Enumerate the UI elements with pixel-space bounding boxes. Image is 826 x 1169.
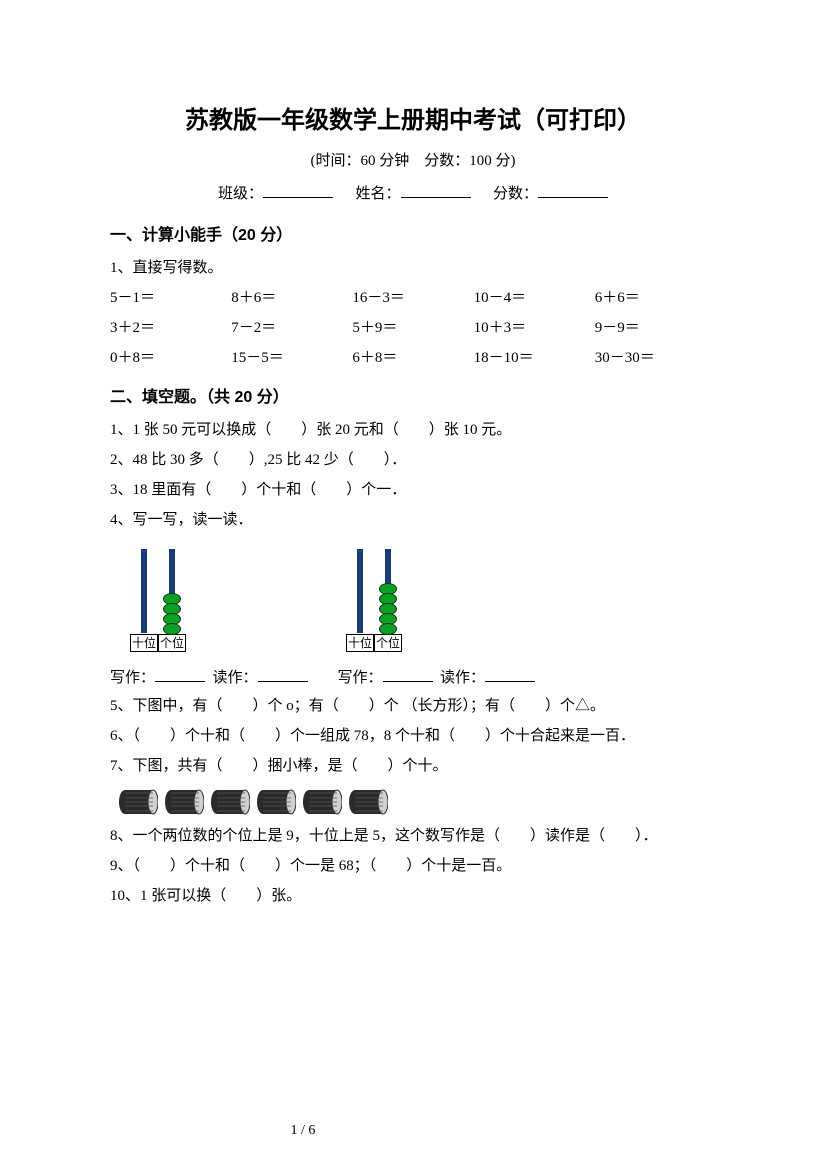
- name-blank[interactable]: [401, 182, 471, 198]
- s2-q4: 4、写一写，读一读．: [110, 505, 716, 535]
- s2-q10: 10、1 张可以换（ ）张。: [110, 881, 716, 911]
- read-label-2: 读作：: [440, 670, 485, 686]
- score-blank[interactable]: [538, 182, 608, 198]
- calc-cell: 6＋6＝: [595, 283, 716, 313]
- calc-cell: 8＋6＝: [231, 283, 352, 313]
- score-label: 分数：: [493, 186, 538, 202]
- read-label-1: 读作：: [213, 670, 258, 686]
- calc-cell: 9－9＝: [595, 313, 716, 343]
- info-line: 班级： 姓名： 分数：: [110, 182, 716, 203]
- s2-q3: 3、18 里面有（ ）个十和（ ）个一．: [110, 475, 716, 505]
- s2-q5: 5、下图中，有（ ）个 o；有（ ）个 （长方形）；有（ ）个△。: [110, 691, 716, 721]
- calc-cell: 15－5＝: [231, 343, 352, 373]
- ones-label: 个位: [158, 634, 186, 652]
- page-number: 1 / 6: [0, 1123, 716, 1139]
- read-blank-2[interactable]: [485, 668, 535, 682]
- s1-q1-label: 1、直接写得数。: [110, 253, 716, 283]
- write-blank-2[interactable]: [383, 668, 433, 682]
- calc-cell: 30－30＝: [595, 343, 716, 373]
- class-label: 班级：: [218, 186, 263, 202]
- abacus1-tens-rod: [141, 549, 147, 633]
- calc-cell: 18－10＝: [474, 343, 595, 373]
- ones-label: 个位: [374, 634, 402, 652]
- s2-q1: 1、1 张 50 元可以换成（ ）张 20 元和（ ）张 10 元。: [110, 415, 716, 445]
- calc-grid: 5－1＝8＋6＝16－3＝10－4＝6＋6＝ 3＋2＝7－2＝5＋9＝10＋3＝9…: [110, 283, 716, 373]
- s2-q9: 9、（ ）个十和（ ）个一是 68；（ ）个十是一百。: [110, 851, 716, 881]
- name-label: 姓名：: [355, 186, 400, 202]
- class-blank[interactable]: [263, 182, 333, 198]
- stick-bundle-icon: [118, 789, 158, 815]
- abacus2-tens-rod: [357, 549, 363, 633]
- write-blank-1[interactable]: [155, 668, 205, 682]
- s2-q6: 6、（ ）个十和（ ）个一组成 78，8 个十和（ ）个十合起来是一百．: [110, 721, 716, 751]
- stick-bundle-icon: [302, 789, 342, 815]
- stick-bundle-icon: [210, 789, 250, 815]
- write-label-1: 写作：: [110, 670, 155, 686]
- calc-cell: 5＋9＝: [352, 313, 473, 343]
- stick-bundles: [118, 789, 716, 815]
- section2-head: 二、填空题。（共 20 分）: [110, 383, 716, 407]
- abacus-row: 十位 个位 十位 个位: [130, 549, 716, 652]
- exam-title: 苏教版一年级数学上册期中考试（可打印）: [110, 100, 716, 135]
- calc-cell: 6＋8＝: [352, 343, 473, 373]
- stick-bundle-icon: [348, 789, 388, 815]
- calc-cell: 10－4＝: [474, 283, 595, 313]
- s2-q8: 8、一个两位数的个位上是 9，十位上是 5，这个数写作是（ ）读作是（ ）．: [110, 821, 716, 851]
- abacus-1: 十位 个位: [130, 549, 186, 652]
- abacus2-ones-rod: [385, 549, 391, 633]
- write-read-row: 写作： 读作： 写作： 读作：: [110, 666, 716, 687]
- stick-bundle-icon: [256, 789, 296, 815]
- calc-cell: 10＋3＝: [474, 313, 595, 343]
- write-label-2: 写作：: [338, 670, 383, 686]
- calc-cell: 3＋2＝: [110, 313, 231, 343]
- stick-bundle-icon: [164, 789, 204, 815]
- read-blank-1[interactable]: [258, 668, 308, 682]
- calc-cell: 7－2＝: [231, 313, 352, 343]
- calc-cell: 5－1＝: [110, 283, 231, 313]
- abacus1-ones-rod: [169, 549, 175, 633]
- s2-q2: 2、48 比 30 多（ ）,25 比 42 少（ ）．: [110, 445, 716, 475]
- section1-head: 一、计算小能手（20 分）: [110, 221, 716, 245]
- tens-label: 十位: [346, 634, 374, 652]
- calc-cell: 16－3＝: [352, 283, 473, 313]
- exam-subtitle: (时间：60 分钟 分数：100 分): [110, 149, 716, 170]
- abacus-bead: [163, 623, 181, 635]
- abacus-bead: [379, 623, 397, 635]
- calc-cell: 0＋8＝: [110, 343, 231, 373]
- tens-label: 十位: [130, 634, 158, 652]
- s2-q7: 7、下图，共有（ ）捆小棒，是（ ）个十。: [110, 751, 716, 781]
- abacus-2: 十位 个位: [346, 549, 402, 652]
